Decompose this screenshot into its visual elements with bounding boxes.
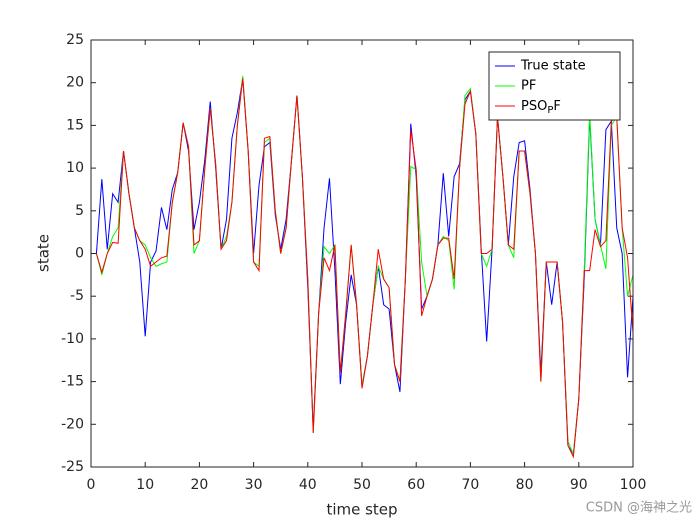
y-tick-label: 5 [75,203,84,219]
y-tick-label: 10 [66,160,84,176]
x-tick-label: 80 [516,477,534,493]
y-tick-label: 0 [75,246,84,262]
y-tick-label: -15 [61,374,84,390]
y-tick-label: -20 [61,416,84,432]
y-tick-label: -25 [61,459,84,475]
y-tick-label: -5 [70,288,84,304]
x-axis-label: time step [326,501,397,519]
legend-label: PF [521,79,536,94]
x-tick-label: 10 [136,477,154,493]
x-tick-label: 90 [570,477,588,493]
legend-label: PSOPF [521,99,561,117]
y-tick-label: 15 [66,117,84,133]
y-tick-label: 25 [66,32,84,48]
x-tick-label: 30 [245,477,263,493]
axes-box [90,39,634,468]
x-tick-label: 50 [353,477,371,493]
x-tick-label: 100 [620,477,647,493]
series-line [95,78,633,459]
watermark: CSDN @海神之光 [586,501,692,516]
x-tick-label: 70 [461,477,479,493]
x-tick-label: 60 [407,477,425,493]
x-tick-label: 0 [87,477,96,493]
y-tick-label: 20 [66,75,84,91]
x-tick-label: 40 [299,477,317,493]
x-tick-label: 20 [190,477,208,493]
y-tick-label: -10 [61,331,84,347]
y-axis-label: state [35,234,53,272]
legend-label: True state [520,59,586,74]
